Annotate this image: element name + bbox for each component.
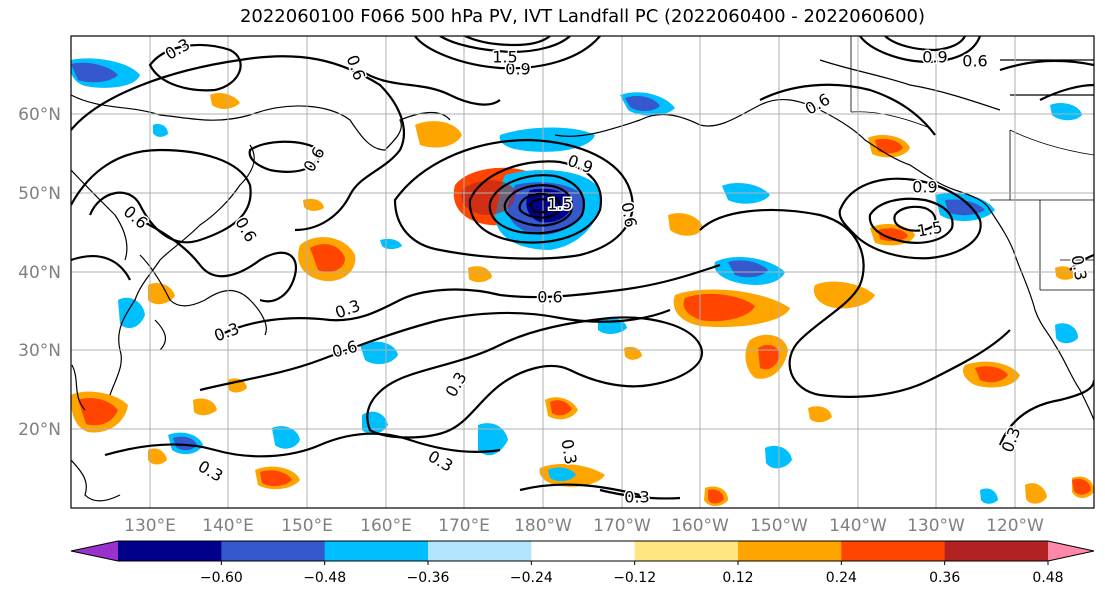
map-title: 2022060100 F066 500 hPa PV, IVT Landfall…	[239, 6, 926, 27]
colorbar-segment	[428, 541, 532, 561]
contour-label: 1.5	[492, 48, 517, 67]
contour-label: 0.3	[624, 488, 649, 507]
lon-label: 180°W	[514, 516, 572, 536]
latitude-labels: 60°N 50°N 40°N 30°N 20°N	[18, 105, 61, 440]
lon-label: 120°W	[986, 516, 1044, 536]
longitude-labels: 130°E 140°E 150°E 160°E 170°E 180°W 170°…	[124, 516, 1044, 536]
colorbar-tick-label: 0.36	[929, 570, 960, 586]
colorbar-tick-label: −0.36	[407, 570, 450, 586]
colorbar: −0.60 −0.48 −0.36 −0.24 −0.12 0.12 0.24 0.36 0.4…	[70, 540, 1095, 586]
colorbar-segment	[841, 541, 946, 561]
map-panel: 0.30.6 0.91.50.60.60.60.30.60.30.30.60.30…	[71, 36, 1094, 508]
colorbar-extension-low	[71, 541, 118, 561]
colorbar-tick-label: −0.48	[303, 570, 346, 586]
colorbar-tick-label: −0.24	[510, 570, 553, 586]
lon-label: 140°W	[829, 516, 887, 536]
lat-label: 30°N	[18, 341, 61, 361]
colorbar-outline	[70, 540, 1095, 562]
contour-label: 1.5	[547, 195, 572, 214]
contour-label: 0.9	[912, 178, 937, 197]
colorbar-tick-label: 0.48	[1032, 570, 1063, 586]
contour-label: 0.9	[505, 60, 530, 79]
gridlines	[71, 36, 1094, 508]
colorbar-tick-label: 0.12	[722, 570, 753, 586]
lon-label: 160°W	[671, 516, 729, 536]
lon-label: 160°E	[360, 516, 412, 536]
lon-label: 170°W	[593, 516, 651, 536]
lat-label: 20°N	[18, 420, 61, 440]
colorbar-segment	[634, 541, 739, 561]
colorbar-extension-high	[1048, 541, 1094, 561]
colorbar-segment	[221, 541, 326, 561]
lat-label: 50°N	[18, 184, 61, 204]
pv-contours	[71, 36, 1094, 500]
colorbar-segment	[324, 541, 429, 561]
lon-label: 170°E	[438, 516, 490, 536]
colorbar-tick-label: 0.24	[826, 570, 857, 586]
colorbar-tick-label: −0.60	[200, 570, 243, 586]
contour-label: 0.3	[557, 438, 580, 466]
lon-label: 130°W	[907, 516, 965, 536]
lon-label: 130°E	[124, 516, 176, 536]
borders	[850, 36, 1094, 291]
lat-label: 60°N	[18, 105, 61, 125]
colorbar-segment	[738, 541, 842, 561]
colorbar-segment	[118, 541, 222, 561]
contour-label: 0.6	[962, 52, 987, 71]
colorbar-segment	[944, 541, 1049, 561]
map-frame	[70, 35, 1095, 509]
colorbar-tick-label: −0.12	[613, 570, 656, 586]
lon-label: 150°W	[750, 516, 808, 536]
lon-label: 140°E	[202, 516, 254, 536]
contour-label: 0.6	[537, 288, 562, 307]
contour-label: 0.9	[922, 48, 947, 67]
colorbar-segment	[531, 541, 636, 561]
lat-label: 40°N	[18, 263, 61, 283]
lon-label: 150°E	[281, 516, 333, 536]
